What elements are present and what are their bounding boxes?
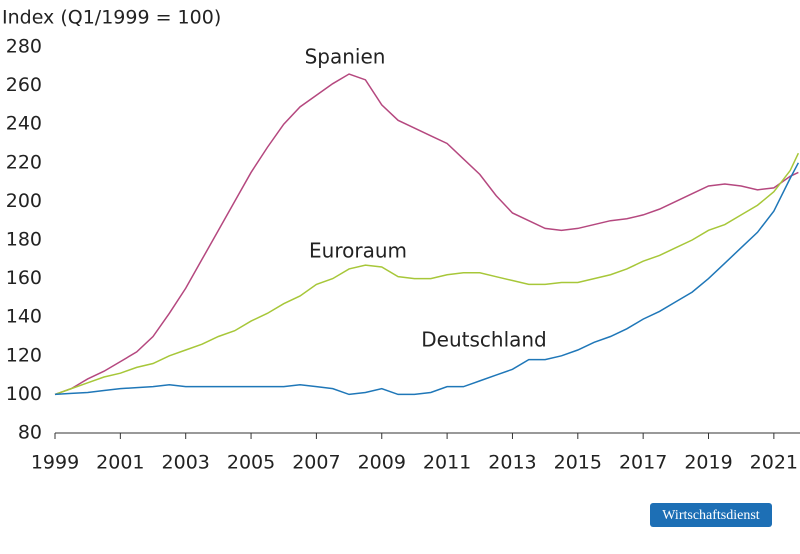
- x-tick-label: 2007: [292, 452, 340, 474]
- y-tick-label: 120: [6, 344, 42, 366]
- y-tick-label: 240: [6, 113, 42, 135]
- y-tick-label: 160: [6, 267, 42, 289]
- y-tick-label: 220: [6, 151, 42, 173]
- y-tick-label: 260: [6, 74, 42, 96]
- logo-text: Wirtschaftsdienst: [662, 508, 760, 523]
- x-tick-label: 2011: [423, 452, 471, 474]
- y-tick-label: 200: [6, 190, 42, 212]
- series-label: Spanien: [305, 45, 386, 69]
- x-tick-label: 2017: [619, 452, 667, 474]
- series-label: Deutschland: [421, 328, 547, 352]
- x-tick-label: 2021: [750, 452, 798, 474]
- y-tick-label: 100: [6, 383, 42, 405]
- logo-badge: [650, 503, 772, 527]
- y-tick-label: 80: [18, 422, 42, 444]
- x-tick-label: 1999: [31, 452, 79, 474]
- y-tick-label: 280: [6, 36, 42, 58]
- y-axis-label: Index (Q1/1999 = 100): [2, 7, 221, 29]
- x-tick-label: 2015: [554, 452, 602, 474]
- series-line: [54, 162, 800, 396]
- x-tick-label: 2009: [358, 452, 406, 474]
- x-tick-label: 2005: [227, 452, 275, 474]
- y-tick-label: 140: [6, 306, 42, 328]
- x-tick-label: 2013: [488, 452, 536, 474]
- x-tick-label: 2019: [684, 452, 732, 474]
- x-tick-label: 2001: [96, 452, 144, 474]
- y-tick-label: 180: [6, 229, 42, 251]
- series-label: Euroraum: [309, 239, 407, 263]
- x-tick-label: 2003: [162, 452, 210, 474]
- series-line: [54, 73, 799, 396]
- series-line: [54, 152, 800, 396]
